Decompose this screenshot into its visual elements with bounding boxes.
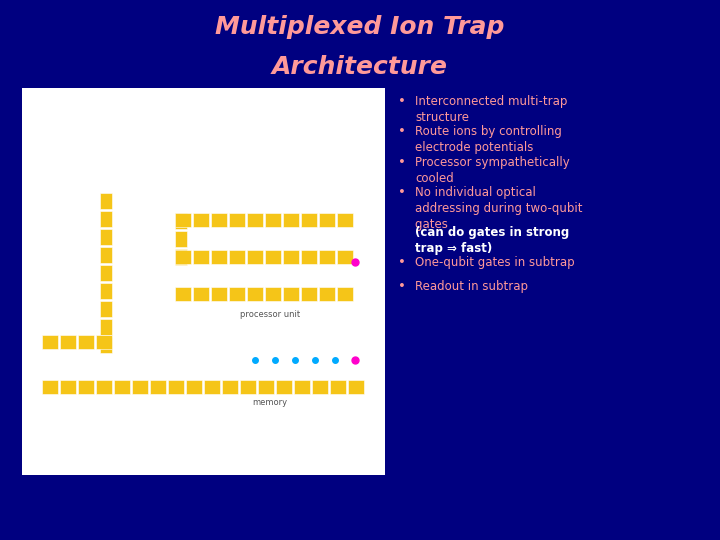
Text: Readout in subtrap: Readout in subtrap [415,280,528,293]
Bar [330,380,346,394]
Bar [294,380,310,394]
Bar [258,380,274,394]
Bar [100,265,112,281]
Bar [60,380,76,394]
Bar [312,380,328,394]
Text: •: • [398,95,406,108]
Bar [100,229,112,245]
Bar [211,287,227,301]
Text: Processor sympathetically
cooled: Processor sympathetically cooled [415,156,570,185]
Text: •: • [398,186,406,199]
Bar [283,287,299,301]
Bar [186,380,202,394]
Text: Multiplexed Ion Trap: Multiplexed Ion Trap [215,15,505,39]
Bar [168,380,184,394]
Text: No individual optical
addressing during two-qubit
gates: No individual optical addressing during … [415,186,582,231]
Bar [60,335,76,349]
Bar [276,380,292,394]
Bar [301,213,317,227]
Bar [211,250,227,264]
Bar [265,213,281,227]
Bar [229,213,245,227]
Bar [100,301,112,317]
Text: •: • [398,125,406,138]
Bar [175,287,191,301]
Bar [78,335,94,349]
Text: (can do gates in strong
trap ⇒ fast): (can do gates in strong trap ⇒ fast) [415,226,570,254]
Bar [247,213,263,227]
Bar [42,335,58,349]
Bar [265,287,281,301]
Bar [150,380,166,394]
Bar [283,213,299,227]
Text: Route ions by controlling
electrode potentials: Route ions by controlling electrode pote… [415,125,562,154]
Bar [229,250,245,264]
Bar [193,250,209,264]
Bar [175,250,191,264]
Bar [229,287,245,301]
Text: processor unit: processor unit [240,310,300,319]
Text: •: • [398,280,406,293]
Bar [337,250,353,264]
Bar [211,213,227,227]
Bar [240,380,256,394]
Bar [22,88,385,475]
Bar [96,335,112,349]
Text: •: • [398,256,406,269]
Bar [193,287,209,301]
Text: One-qubit gates in subtrap: One-qubit gates in subtrap [415,256,575,269]
Bar [301,250,317,264]
Bar [175,213,191,227]
Text: Architecture: Architecture [272,55,448,79]
Bar [204,380,220,394]
Bar [100,337,112,353]
Bar [96,380,112,394]
Bar [247,250,263,264]
Bar [100,247,112,263]
Bar [193,213,209,227]
Bar [247,287,263,301]
Text: •: • [398,156,406,168]
Bar [175,249,187,265]
Bar [337,213,353,227]
Bar [100,319,112,335]
Bar [42,380,58,394]
Bar [222,380,238,394]
Bar [78,380,94,394]
Bar [100,283,112,299]
Bar [283,250,299,264]
Bar [301,287,317,301]
Bar [100,211,112,227]
Bar [114,380,130,394]
Bar [319,287,335,301]
Text: Interconnected multi-trap
structure: Interconnected multi-trap structure [415,95,567,124]
Bar [348,380,364,394]
Bar [265,250,281,264]
Bar [337,287,353,301]
Bar [175,231,187,247]
Bar [100,193,112,209]
Bar [319,213,335,227]
Bar [132,380,148,394]
Bar [175,213,187,229]
Bar [319,250,335,264]
Text: memory: memory [253,398,287,407]
